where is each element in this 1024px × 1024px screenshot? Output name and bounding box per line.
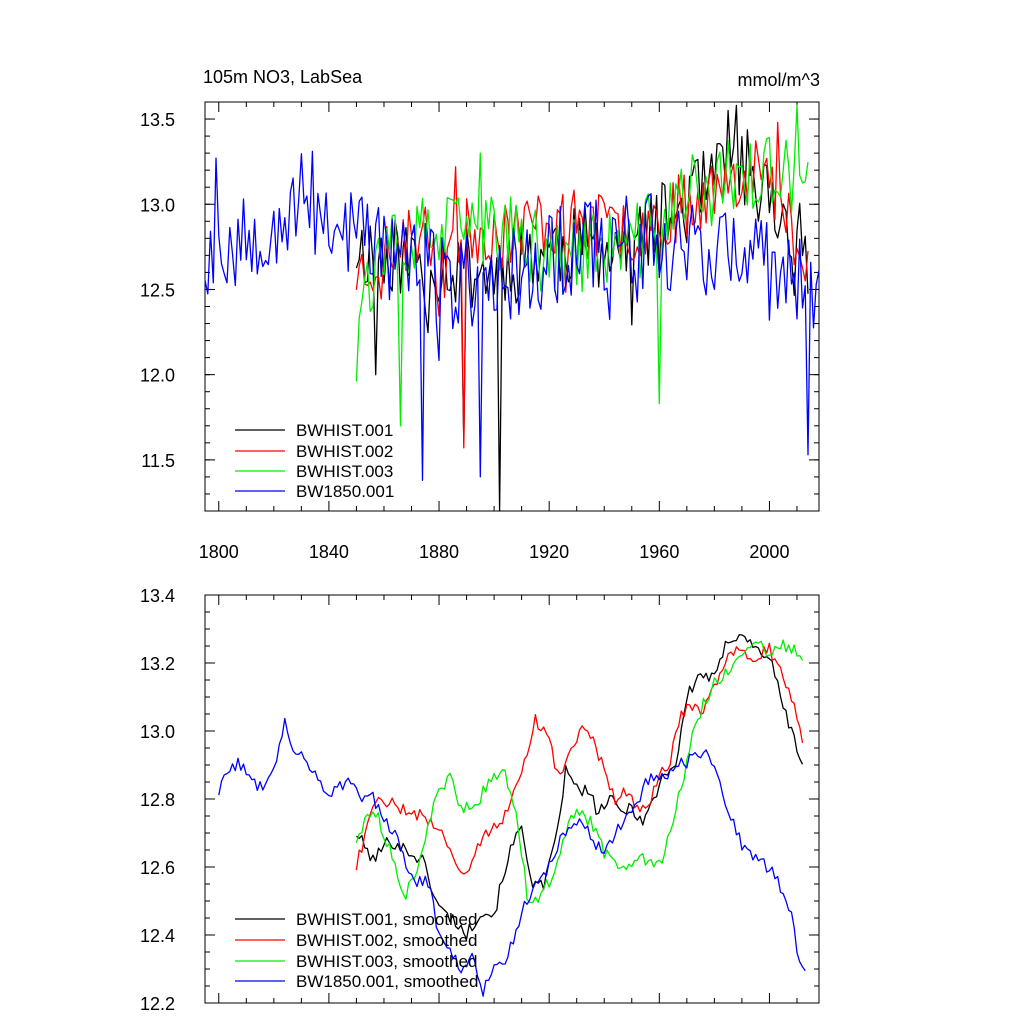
series-line-bwhist-001 [355, 104, 809, 512]
y-tick-label: 12.4 [140, 926, 175, 946]
y-tick-label: 12.2 [140, 994, 175, 1014]
series-line-bwhist-003-smoothed [355, 639, 804, 904]
series-line-bwhist-003 [355, 104, 809, 427]
legend-label-bwhist-003-smoothed: BWHIST.003, smoothed [296, 952, 477, 971]
panel-bottom-smoothed: 12.2 12.4 12.6 12.8 13.0 13.2 13.4 BWHIST.001,… [140, 586, 820, 1014]
top-series-group [204, 104, 820, 512]
top-title: 105m NO3, LabSea [203, 67, 363, 87]
legend-label-bw1850-001: BW1850.001 [296, 482, 394, 501]
bottom-series-group [218, 634, 806, 997]
y-tick-label: 12.6 [140, 858, 175, 878]
x-tick-label: 1960 [639, 542, 679, 562]
y-tick-label: 12.0 [140, 366, 175, 386]
y-tick-label: 12.5 [140, 280, 175, 300]
x-tick-label: 1800 [199, 542, 239, 562]
bottom-ticks: 12.2 12.4 12.6 12.8 13.0 13.2 13.4 [140, 586, 819, 1014]
top-legend: BWHIST.001 BWHIST.002 BWHIST.003 BW1850.… [235, 421, 394, 501]
panel-top-timeseries: 105m NO3, LabSea mmol/m^3 1800 1840 1880 19… [140, 67, 820, 562]
legend-label-bwhist-003: BWHIST.003 [296, 462, 393, 481]
bottom-legend: BWHIST.001, smoothed BWHIST.002, smoothe… [235, 910, 478, 991]
legend-label-bwhist-002-smoothed: BWHIST.002, smoothed [296, 931, 477, 950]
series-line-bwhist-002 [355, 121, 809, 449]
y-tick-label: 13.2 [140, 654, 175, 674]
top-ticks: 1800 1840 1880 1920 1960 2000 11.5 12.0 12.5 13.0… [140, 101, 819, 562]
series-line-bwhist-002-smoothed [355, 642, 804, 875]
series-line-bw1850-001-smoothed [218, 717, 806, 997]
legend-label-bwhist-001: BWHIST.001 [296, 421, 393, 440]
x-tick-label: 1920 [529, 542, 569, 562]
x-tick-label: 1840 [309, 542, 349, 562]
x-tick-label: 2000 [749, 542, 789, 562]
top-units: mmol/m^3 [738, 70, 820, 90]
y-tick-label: 11.5 [141, 451, 175, 471]
y-tick-label: 12.8 [140, 790, 175, 810]
y-tick-label: 13.5 [140, 110, 175, 130]
series-line-bw1850-001 [204, 150, 820, 481]
legend-label-bw1850-001-smoothed: BW1850.001, smoothed [296, 972, 478, 991]
y-tick-label: 13.4 [140, 586, 175, 606]
legend-label-bwhist-002: BWHIST.002 [296, 442, 393, 461]
y-tick-label: 13.0 [140, 195, 175, 215]
legend-label-bwhist-001-smoothed: BWHIST.001, smoothed [296, 910, 477, 929]
y-tick-label: 13.0 [140, 722, 175, 742]
series-line-bwhist-001-smoothed [355, 634, 804, 940]
x-tick-label: 1880 [419, 542, 459, 562]
